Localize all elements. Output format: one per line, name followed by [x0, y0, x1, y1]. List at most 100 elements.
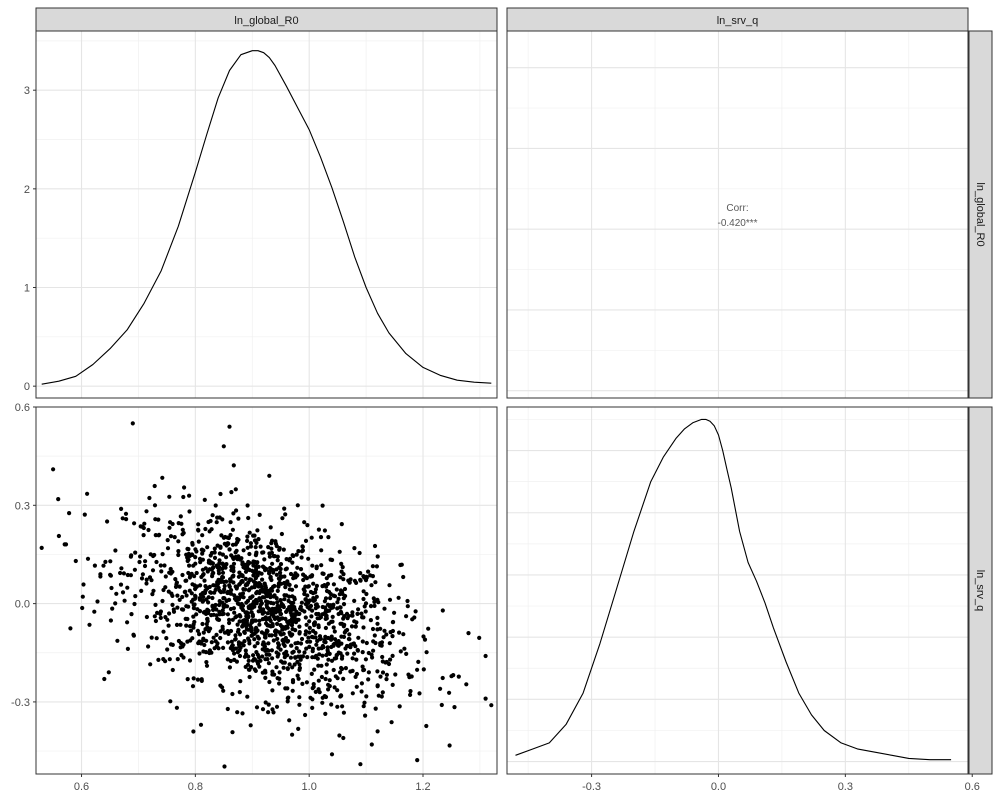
scatter-point: [267, 569, 272, 574]
scatter-point: [340, 704, 345, 709]
scatter-point: [187, 493, 192, 498]
scatter-point: [271, 554, 276, 559]
scatter-point: [257, 581, 262, 586]
scatter-point: [280, 638, 285, 643]
scatter-point: [231, 580, 236, 585]
scatter-point: [317, 637, 322, 642]
scatter-point: [280, 603, 286, 608]
scatter-point: [115, 638, 120, 643]
x-tick-label: -0.3: [582, 781, 601, 793]
scatter-point: [270, 688, 275, 693]
scatter-point: [248, 723, 253, 728]
scatter-point: [174, 622, 180, 628]
strip-label-col-2: ln_srv_q: [717, 15, 759, 27]
scatter-point: [296, 676, 301, 681]
scatter-point: [174, 705, 179, 710]
scatter-point: [311, 581, 316, 586]
scatter-point: [246, 515, 251, 521]
scatter-point: [390, 653, 395, 659]
scatter-point: [252, 637, 257, 642]
scatter-point: [354, 580, 359, 586]
scatter-point: [366, 670, 371, 675]
scatter-point: [256, 537, 261, 542]
scatter-point: [260, 707, 266, 712]
scatter-point: [119, 566, 124, 571]
scatter-point: [483, 696, 488, 701]
scatter-point: [340, 565, 345, 570]
scatter-point: [310, 705, 315, 711]
scatter-point: [242, 630, 247, 636]
scatter-point: [236, 574, 241, 579]
scatter-point: [248, 541, 253, 546]
scatter-point: [297, 631, 302, 636]
scatter-point: [281, 547, 286, 552]
x-tick-label: 0.6: [74, 781, 89, 793]
scatter-point: [328, 596, 333, 601]
scatter-point: [282, 660, 287, 665]
x-tick-label: 0.3: [838, 781, 853, 793]
scatter-point: [252, 585, 257, 590]
scatter-point: [174, 580, 179, 585]
scatter-point: [307, 619, 312, 624]
scatter-point: [250, 560, 256, 566]
scatter-point: [180, 527, 185, 532]
scatter-point: [329, 702, 334, 707]
scatter-point: [246, 654, 251, 659]
scatter-point: [125, 620, 130, 625]
scatter-point: [233, 633, 238, 638]
scatter-point: [193, 547, 198, 552]
scatter-point: [352, 651, 357, 656]
scatter-point: [397, 630, 402, 635]
scatter-point: [239, 601, 244, 607]
scatter-point: [323, 625, 328, 631]
scatter-point: [221, 444, 226, 449]
scatter-point: [305, 584, 310, 589]
scatter-point: [73, 558, 78, 564]
scatter-point: [389, 720, 394, 725]
scatter-point: [254, 540, 259, 546]
scatter-point: [341, 676, 346, 682]
scatter-point: [313, 689, 318, 695]
scatter-point: [218, 683, 223, 688]
scatter-point: [361, 704, 366, 709]
scatter-point: [327, 678, 332, 683]
scatter-point: [229, 553, 234, 558]
scatter-point: [339, 589, 345, 594]
scatter-point: [276, 584, 281, 589]
scatter-point: [190, 552, 195, 558]
scatter-point: [329, 658, 335, 663]
scatter-point: [390, 682, 395, 688]
scatter-point: [161, 657, 166, 662]
panel-background: [36, 31, 497, 398]
scatter-point: [360, 639, 365, 644]
scatter-point: [310, 697, 315, 702]
scatter-point: [206, 558, 212, 563]
scatter-point: [287, 718, 292, 723]
scatter-point: [276, 645, 281, 650]
scatter-point: [170, 667, 175, 673]
panel-scatter: [35, 406, 498, 775]
scatter-point: [320, 700, 325, 705]
scatter-point: [146, 644, 151, 649]
scatter-point: [278, 598, 283, 603]
scatter-point: [489, 703, 494, 708]
scatter-point: [149, 635, 154, 640]
scatter-point: [172, 535, 177, 540]
scatter-point: [165, 546, 171, 551]
scatter-point: [272, 583, 277, 589]
scatter-point: [390, 620, 395, 625]
scatter-point: [125, 585, 130, 590]
scatter-point: [200, 621, 205, 627]
scatter-point: [376, 693, 381, 698]
scatter-point: [165, 538, 170, 543]
scatter-point: [263, 657, 268, 662]
scatter-point: [140, 524, 145, 529]
scatter-point: [162, 563, 167, 568]
scatter-point: [293, 620, 299, 625]
scatter-point: [337, 549, 342, 554]
scatter-point: [261, 640, 266, 645]
scatter-point: [361, 596, 366, 602]
scatter-point: [274, 704, 280, 709]
scatter-point: [160, 475, 165, 480]
scatter-point: [167, 525, 172, 530]
